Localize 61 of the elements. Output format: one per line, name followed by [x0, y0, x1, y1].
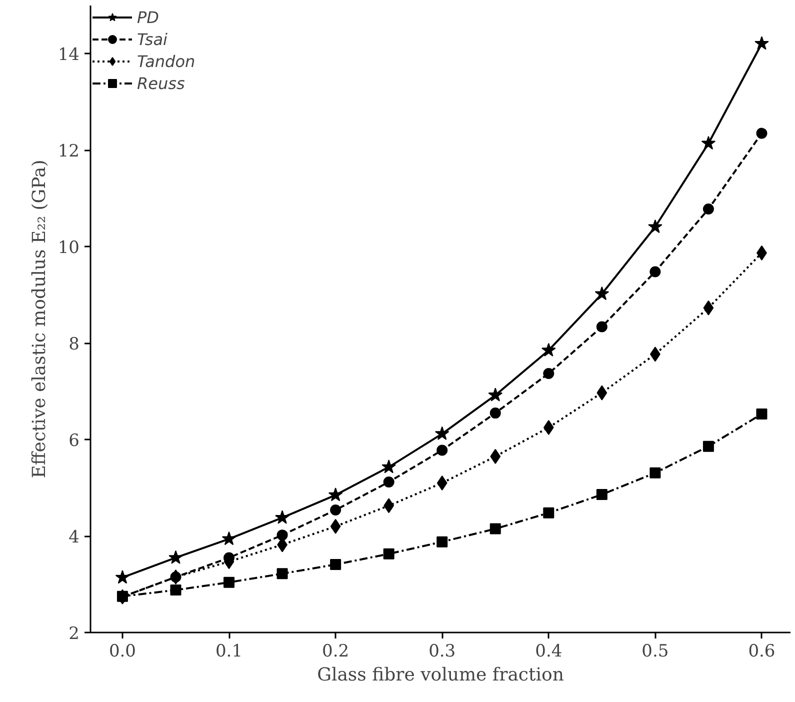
x-tick-label: 0.3 [428, 642, 456, 662]
y-tick-label: 2 [68, 624, 80, 644]
x-tick-label: 0.6 [748, 642, 776, 662]
x-tick-label: 0.5 [642, 642, 669, 662]
point [383, 476, 394, 488]
x-tick-label: 0.4 [535, 642, 562, 662]
point [543, 368, 554, 379]
point [541, 342, 556, 357]
y-tick-label: 14 [58, 45, 80, 66]
x-axis-title: Glass fibre volume fraction [317, 664, 564, 686]
point [276, 568, 288, 580]
point [382, 460, 396, 474]
point [276, 530, 288, 541]
legend-label: Reuss [137, 74, 185, 92]
point [115, 570, 130, 584]
point [275, 510, 290, 524]
y-axis-title: Effective elastic modulus E₂₂ (GPa) [28, 160, 50, 478]
point [168, 550, 183, 564]
point [703, 300, 714, 316]
point [436, 475, 448, 490]
legend-label: Tsai [137, 30, 168, 48]
point [490, 408, 501, 419]
y-tick-label: 8 [68, 334, 80, 355]
point [224, 576, 235, 588]
point [434, 426, 450, 440]
point [702, 440, 714, 452]
legend-label: Tandon [137, 52, 196, 70]
point [330, 558, 342, 570]
legend-label: PD [137, 8, 159, 26]
point [756, 408, 768, 420]
point [436, 536, 448, 548]
point [754, 36, 769, 50]
y-tick-label: 10 [58, 238, 80, 258]
x-tick-label: 0.1 [215, 642, 243, 662]
point [328, 488, 343, 502]
y-tick-label: 4 [68, 528, 80, 548]
point [170, 584, 182, 596]
point [330, 518, 341, 534]
point [383, 548, 394, 560]
point [756, 128, 768, 139]
point [596, 489, 608, 500]
point [490, 523, 501, 534]
x-tick-label: 0.2 [322, 642, 350, 662]
point [650, 266, 661, 278]
y-tick-label: 12 [58, 142, 80, 162]
point [701, 136, 716, 150]
point [543, 507, 554, 518]
point [330, 504, 342, 516]
point [436, 444, 448, 456]
x-tick-label: 0.0 [108, 642, 136, 662]
point [650, 467, 661, 478]
point [594, 286, 610, 300]
point [490, 448, 501, 464]
point [596, 385, 608, 400]
point [702, 204, 714, 215]
point [543, 420, 554, 436]
point [648, 219, 662, 234]
point [222, 531, 236, 546]
point [596, 321, 608, 332]
point [488, 388, 503, 402]
y-tick-label: 6 [68, 431, 80, 452]
